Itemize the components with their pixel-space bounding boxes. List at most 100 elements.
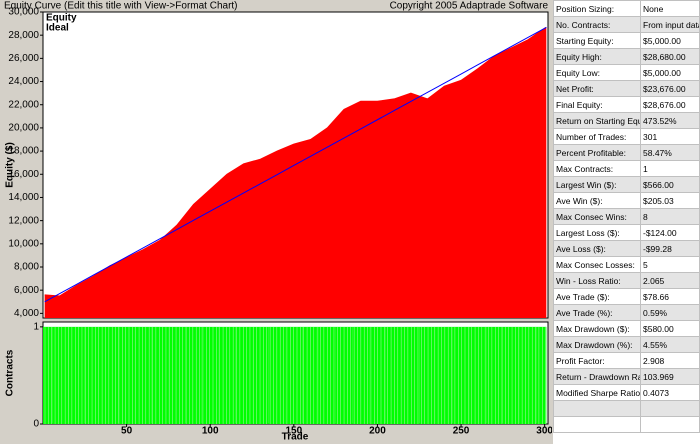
x-axis-label: Trade — [282, 432, 309, 443]
y-tick-label: 18,000 — [8, 146, 39, 157]
stat-label: Largest Loss ($): — [553, 224, 641, 241]
x-tick-label: 50 — [121, 426, 133, 437]
stat-label — [553, 400, 641, 417]
stat-value: 473.52% — [640, 112, 700, 129]
stats-row: No. Contracts: From input data — [553, 16, 700, 33]
stats-row: Max Drawdown (%): 4.55% — [553, 336, 700, 353]
contract-bar — [84, 326, 102, 424]
stat-value — [640, 416, 700, 433]
contract-bar — [43, 326, 53, 424]
stat-value: From input data — [640, 16, 700, 33]
stats-row: Equity Low: $5,000.00 — [553, 64, 700, 81]
y-tick-label: 6,000 — [14, 285, 39, 296]
y-axis-label: Contracts — [5, 349, 16, 396]
contract-bar — [235, 326, 253, 424]
contract-bar — [218, 326, 236, 424]
stat-label: Percent Profitable: — [553, 144, 641, 161]
legend-entry: Equity — [46, 13, 77, 24]
stat-label: Return on Starting Equity: — [553, 112, 641, 129]
chart-title: Equity Curve (Edit this title with View-… — [4, 1, 238, 12]
stat-label: Net Profit: — [553, 80, 641, 97]
stat-value: 1 — [640, 160, 700, 177]
legend-entry: Ideal — [46, 23, 69, 34]
stat-label: Position Sizing: — [553, 0, 641, 17]
stats-row: Modified Sharpe Ratio: 0.4073 — [553, 384, 700, 401]
contract-bar — [419, 326, 436, 424]
stats-row: Win - Loss Ratio: 2.065 — [553, 272, 700, 289]
stat-label: Max Drawdown ($): — [553, 320, 641, 337]
y-tick-label: 10,000 — [8, 238, 39, 249]
equity-line — [44, 26, 547, 297]
stat-value: $78.66 — [640, 288, 700, 305]
contract-bar — [536, 326, 546, 424]
stat-value: 5 — [640, 256, 700, 273]
stats-row: Return on Starting Equity:473.52% — [553, 112, 700, 129]
y-tick-label: 20,000 — [8, 123, 39, 134]
stat-label: No. Contracts: — [553, 16, 641, 33]
stat-label: Win - Loss Ratio: — [553, 272, 641, 289]
stat-label — [553, 416, 641, 433]
stats-row: Percent Profitable: 58.47% — [553, 144, 700, 161]
stat-value: $5,000.00 — [640, 64, 700, 81]
contract-bar — [268, 326, 286, 424]
stat-value: 4.55% — [640, 336, 700, 353]
ideal-line — [44, 26, 547, 303]
stats-row: Profit Factor: 2.908 — [553, 352, 700, 369]
stats-table: Position Sizing: None No. Contracts: From i… — [553, 0, 700, 444]
contract-bar — [545, 326, 547, 424]
y-tick-label: 24,000 — [8, 76, 39, 87]
stats-row: Starting Equity: $5,000.00 — [553, 32, 700, 49]
stats-row: Ave Loss ($): -$99.28 — [553, 240, 700, 257]
stat-label: Max Consec Wins: — [553, 208, 641, 225]
x-tick-label: 200 — [369, 426, 386, 437]
stat-label: Max Consec Losses: — [553, 256, 641, 273]
stat-label: Modified Sharpe Ratio: — [553, 384, 641, 401]
x-tick-label: 300 — [536, 426, 552, 437]
stats-row: Number of Trades: 301 — [553, 128, 700, 145]
stat-label: Return - Drawdown Ratio: — [553, 368, 641, 385]
equity-area-fill — [44, 27, 547, 318]
stat-label: Ave Win ($): — [553, 192, 641, 209]
stat-label: Number of Trades: — [553, 128, 641, 145]
stats-row — [553, 400, 700, 417]
stat-value: None — [640, 0, 700, 17]
stats-row: Max Contracts: 1 — [553, 160, 700, 177]
stat-value — [640, 400, 700, 417]
stat-value: 0.59% — [640, 304, 700, 321]
contract-bar — [402, 326, 420, 424]
stat-value: $23,676.00 — [640, 80, 700, 97]
y-tick-label: 22,000 — [8, 99, 39, 110]
x-tick-label: 150 — [285, 426, 302, 437]
stats-row: Net Profit: $23,676.00 — [553, 80, 700, 97]
stat-value: 301 — [640, 128, 700, 145]
y-axis-label: Equity ($) — [5, 142, 16, 188]
stats-row: Ave Trade ($): $78.66 — [553, 288, 700, 305]
contract-bar — [452, 326, 470, 424]
stats-row: Ave Win ($): $205.03 — [553, 192, 700, 209]
stats-row: Equity High: $28,680.00 — [553, 48, 700, 65]
y-tick-label: 8,000 — [14, 262, 39, 273]
stat-label: Ave Trade ($): — [553, 288, 641, 305]
stats-row: Final Equity: $28,676.00 — [553, 96, 700, 113]
y-tick-label: 14,000 — [8, 192, 39, 203]
stat-label: Equity High: — [553, 48, 641, 65]
stat-label: Max Drawdown (%): — [553, 336, 641, 353]
stat-value: $580.00 — [640, 320, 700, 337]
y-tick-label: 4,000 — [14, 308, 39, 319]
x-tick-label: 100 — [202, 426, 219, 437]
y-tick-label: 12,000 — [8, 215, 39, 226]
stat-label: Largest Win ($): — [553, 176, 641, 193]
y-tick-label: 16,000 — [8, 169, 39, 180]
stats-row: Largest Win ($): $566.00 — [553, 176, 700, 193]
stat-value: -$124.00 — [640, 224, 700, 241]
stat-value: 0.4073 — [640, 384, 700, 401]
stats-row: Position Sizing: None — [553, 0, 700, 17]
contract-bar — [385, 326, 403, 424]
stat-value: $566.00 — [640, 176, 700, 193]
stats-row: Max Consec Wins: 8 — [553, 208, 700, 225]
stat-label: Max Contracts: — [553, 160, 641, 177]
stat-value: $5,000.00 — [640, 32, 700, 49]
stat-label: Starting Equity: — [553, 32, 641, 49]
y-tick-label: 0 — [33, 419, 39, 430]
